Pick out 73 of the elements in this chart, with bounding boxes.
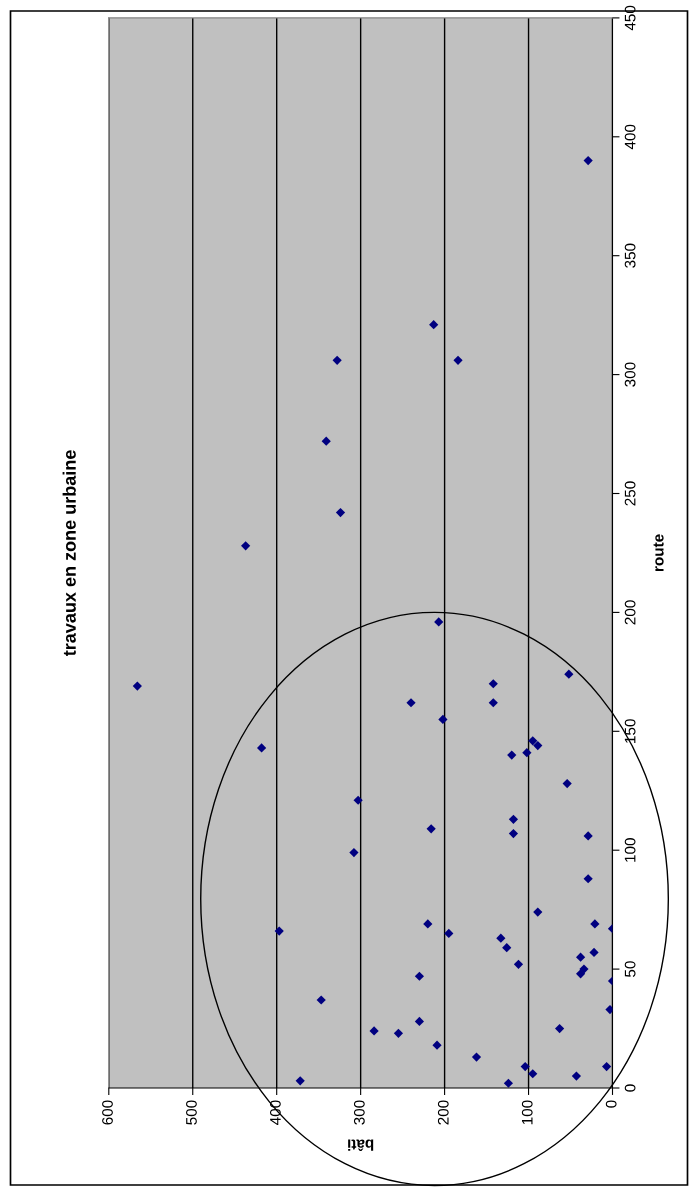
- point: [590, 919, 600, 929]
- point: [241, 541, 251, 551]
- point: [522, 748, 532, 758]
- point: [295, 1076, 305, 1086]
- point: [496, 933, 506, 943]
- point: [583, 155, 593, 166]
- point: [321, 436, 331, 446]
- point: [564, 669, 574, 679]
- point: [503, 1078, 514, 1088]
- y-tick-label: 450: [624, 5, 636, 31]
- point: [432, 1040, 442, 1050]
- point: [426, 824, 436, 834]
- x-tick-label: 300: [353, 1100, 365, 1125]
- y-tick-label: 50: [624, 961, 636, 977]
- point: [488, 679, 498, 689]
- point: [533, 740, 543, 751]
- x-tick-label: 400: [269, 1100, 281, 1125]
- point: [508, 828, 519, 839]
- point: [575, 952, 586, 962]
- point: [349, 847, 359, 858]
- point: [434, 617, 444, 627]
- point: [423, 919, 433, 929]
- point: [406, 698, 416, 708]
- point: [583, 831, 593, 841]
- x-axis-title: bâti: [348, 1139, 374, 1151]
- point: [502, 943, 512, 953]
- y-tick-label: 400: [624, 124, 636, 150]
- point: [393, 1028, 404, 1038]
- y-tick-label: 300: [624, 362, 636, 387]
- point: [605, 1004, 613, 1015]
- text: travaux en zone urbaine: [62, 450, 76, 657]
- point: [513, 959, 524, 969]
- y-tick-label: 150: [624, 719, 636, 743]
- x-tick-label: 200: [437, 1100, 449, 1125]
- y-axis-title: route: [653, 534, 664, 572]
- x-tick-label: 600: [102, 1100, 113, 1125]
- point: [562, 779, 572, 789]
- point: [274, 926, 284, 936]
- x-tick-label: 0: [605, 1100, 617, 1108]
- y-tick-label: 250: [624, 481, 636, 506]
- point: [575, 969, 586, 979]
- x-tick-label: 500: [186, 1100, 197, 1125]
- point: [414, 971, 425, 981]
- point: [414, 1016, 425, 1027]
- point: [488, 698, 498, 708]
- point: [471, 1052, 482, 1062]
- point: [316, 995, 326, 1005]
- y-tick-label: 0: [624, 1084, 636, 1092]
- point: [602, 1061, 612, 1072]
- point: [256, 743, 267, 753]
- point: [520, 1061, 530, 1072]
- y-tick-label: 200: [624, 600, 636, 625]
- point: [453, 355, 463, 365]
- point: [507, 750, 517, 760]
- y-tick-label: 350: [624, 243, 636, 268]
- point: [528, 736, 538, 746]
- point: [438, 714, 448, 725]
- point: [335, 507, 346, 518]
- point: [429, 320, 439, 330]
- point: [528, 1069, 538, 1079]
- point: [508, 814, 519, 824]
- point: [444, 928, 454, 939]
- point: [583, 874, 593, 884]
- point: [571, 1071, 582, 1081]
- x-tick-label: 100: [521, 1100, 533, 1125]
- point: [533, 907, 543, 917]
- point: [353, 795, 363, 805]
- point: [369, 1026, 379, 1036]
- point: [589, 947, 599, 958]
- point: [555, 1023, 565, 1034]
- point: [332, 355, 342, 365]
- point: [132, 681, 142, 691]
- y-tick-label: 100: [624, 838, 636, 862]
